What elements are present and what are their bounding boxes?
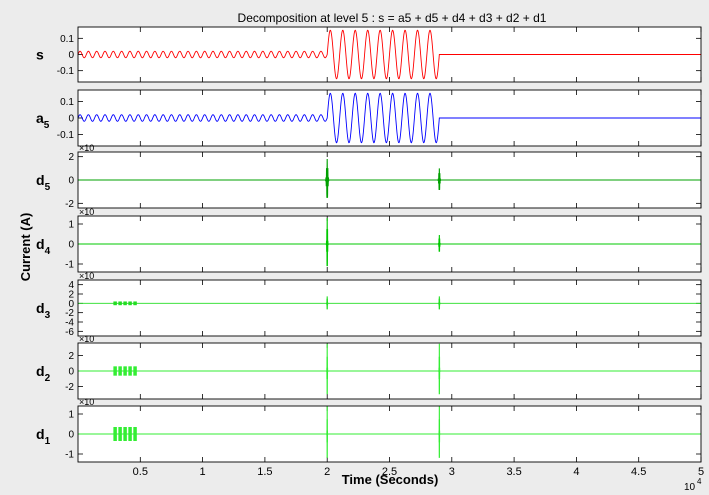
noise-burst <box>133 301 137 306</box>
y-tick-label: 0 <box>68 430 74 441</box>
panel-d1: 1 0 -1 d1 ×10 <box>36 397 702 463</box>
y-axis-multiplier: ×10 <box>79 397 94 407</box>
transient-spike <box>326 405 329 458</box>
x-axis-exponent: 4 <box>697 477 702 486</box>
y-tick-label: -1 <box>65 260 74 271</box>
y-axis-multiplier: ×10 <box>79 271 94 281</box>
y-tick-label: 0 <box>68 240 74 251</box>
y-tick-label: -4 <box>65 318 74 329</box>
y-tick-label: 2 <box>68 351 74 362</box>
noise-burst <box>118 366 122 376</box>
panel-label: s <box>36 47 44 63</box>
noise-burst <box>128 427 132 441</box>
x-axis-label: Time (Seconds) <box>342 472 439 487</box>
chart-title: Decomposition at level 5 : s = a5 + d5 +… <box>238 11 547 25</box>
x-tick-label: 0.5 <box>133 466 148 478</box>
y-tick-label: 0 <box>68 50 74 61</box>
x-tick-label: 3 <box>449 466 455 478</box>
x-tick-label: 4 <box>573 466 579 478</box>
transient-spike <box>324 158 330 198</box>
y-tick-label: 0 <box>68 176 74 187</box>
transient-spike <box>438 405 441 458</box>
y-axis-multiplier: ×10 <box>79 207 94 217</box>
transient-spike <box>438 343 441 395</box>
y-tick-label: 0 <box>68 299 74 310</box>
plot-frame <box>77 89 702 147</box>
panels: 0.10-0.1s0.10-0.1a520-2d5×1010-1d4×10420… <box>36 26 702 463</box>
panel-label: d1 <box>36 426 51 447</box>
plot-frame <box>77 215 702 273</box>
panel-a5: 0.1 0 -0.1 a5 <box>36 89 702 147</box>
y-tick-label: 2 <box>68 152 74 163</box>
transient-spike <box>437 234 441 252</box>
plot-frame <box>77 279 702 337</box>
y-tick-label: 1 <box>68 220 74 231</box>
x-axis-exponent-base: 10 <box>684 482 696 493</box>
panel-label: d2 <box>36 363 51 384</box>
y-tick-label: -0.1 <box>57 130 75 141</box>
plot-background <box>78 280 701 336</box>
x-tick-label: 5 <box>698 466 704 478</box>
y-axis-multiplier: ×10 <box>79 143 94 153</box>
noise-burst <box>113 427 117 441</box>
plot-frame <box>77 405 702 463</box>
y-tick-label: 0 <box>68 367 74 378</box>
transient-spike <box>438 296 441 310</box>
noise-burst <box>118 301 122 306</box>
noise-burst <box>128 301 132 306</box>
noise-burst <box>128 366 132 376</box>
panel-d3: 420-2-4-6 d3 ×10 <box>36 271 702 338</box>
signal-trace <box>77 29 701 80</box>
x-tick-label: 1.5 <box>257 466 272 478</box>
panel-d4: 1 0 -1 d4 ×10 <box>36 207 702 273</box>
noise-burst <box>123 427 127 441</box>
noise-burst <box>123 301 127 306</box>
panel-label: a5 <box>36 110 50 131</box>
transient-spike <box>326 296 329 310</box>
x-tick-label: 2.5 <box>382 466 397 478</box>
noise-burst <box>123 366 127 376</box>
noise-burst <box>118 427 122 441</box>
noise-burst <box>113 366 117 376</box>
y-tick-label: -0.1 <box>57 66 75 77</box>
x-tick-label: 1 <box>200 466 206 478</box>
y-tick-label: 0 <box>68 114 74 125</box>
plot-frame <box>77 151 702 209</box>
y-tick-label: 0.1 <box>60 97 74 108</box>
y-tick-label: -2 <box>65 199 74 210</box>
transient-spike <box>437 168 442 190</box>
y-axis-label: Current (A) <box>18 213 33 282</box>
signal-trace <box>77 92 701 144</box>
y-tick-label: 2 <box>68 290 74 301</box>
y-tick-label: 1 <box>68 410 74 421</box>
x-tick-label: 4.5 <box>631 466 646 478</box>
panel-label: d4 <box>36 236 51 257</box>
panel-s: 0.1 0 -0.1 s <box>36 26 702 83</box>
x-tick-label: 3.5 <box>506 466 521 478</box>
panel-label: d5 <box>36 172 51 193</box>
plot-frame <box>77 342 702 400</box>
plot-frame <box>77 26 702 83</box>
y-tick-label: -1 <box>65 450 74 461</box>
noise-burst <box>133 366 137 376</box>
y-tick-label: -2 <box>65 308 74 319</box>
transient-spike <box>326 343 329 395</box>
panel-d2: 2 0 -2 d2 ×10 <box>36 334 702 400</box>
panel-label: d3 <box>36 300 51 321</box>
y-tick-label: 4 <box>68 280 74 291</box>
y-axis-multiplier: ×10 <box>79 334 94 344</box>
x-tick-labels: 0.5 1 1.5 2 2.5 3 3.5 4 4.5 5 <box>133 466 704 478</box>
x-tick-label: 2 <box>324 466 330 478</box>
y-tick-label: 0.1 <box>60 34 74 45</box>
panel-d5: 2 0 -2 d5 ×10 <box>36 143 702 210</box>
noise-burst <box>133 427 137 441</box>
noise-burst <box>113 301 117 306</box>
y-tick-label: -6 <box>65 327 74 338</box>
transient-spike <box>325 217 329 267</box>
y-tick-label: -2 <box>65 382 74 393</box>
